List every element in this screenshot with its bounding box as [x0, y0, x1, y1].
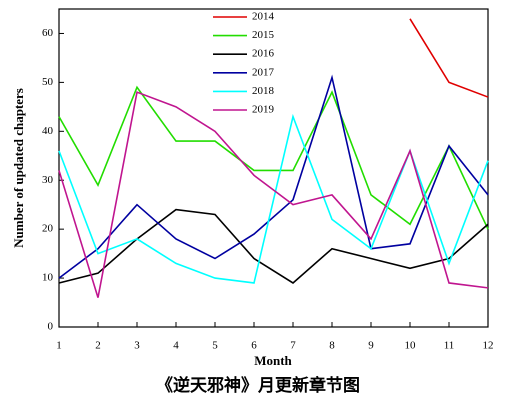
- series-line: [409, 18, 489, 98]
- x-tick-label: 2: [95, 340, 101, 352]
- x-tick-label: 7: [290, 340, 296, 352]
- x-tick-label: 5: [212, 340, 218, 352]
- y-tick-label: 20: [42, 223, 54, 235]
- legend-label: 2017: [252, 66, 275, 78]
- x-tick-label: 10: [405, 340, 417, 352]
- legend-label: 2019: [252, 104, 275, 116]
- x-tick-label: 1: [56, 340, 62, 352]
- plot-frame: [58, 8, 489, 328]
- legend-label: 2015: [252, 29, 275, 41]
- x-tick-label: 3: [134, 340, 140, 352]
- x-tick-label: 6: [251, 340, 257, 352]
- x-tick-label: 11: [444, 340, 455, 352]
- legend-label: 2014: [252, 11, 275, 23]
- series-line: [58, 85, 489, 230]
- legend-label: 2016: [252, 48, 275, 60]
- y-tick-label: 60: [42, 27, 54, 39]
- chart-title: 《逆天邪神》月更新章节图: [156, 375, 360, 395]
- series-line: [58, 208, 489, 284]
- y-tick-label: 0: [48, 321, 54, 333]
- x-tick-label: 12: [483, 340, 494, 352]
- series-line: [58, 74, 489, 279]
- x-tick-label: 9: [368, 340, 374, 352]
- series-line: [58, 91, 489, 298]
- x-tick-label: 4: [173, 340, 179, 352]
- x-axis-label: Month: [254, 353, 292, 368]
- y-axis-label: Number of updated chapters: [11, 88, 26, 248]
- legend-label: 2018: [252, 85, 275, 97]
- y-tick-label: 40: [42, 125, 54, 137]
- y-tick-label: 50: [42, 76, 54, 88]
- y-tick-label: 10: [42, 272, 54, 284]
- series-line: [58, 113, 489, 284]
- x-tick-label: 8: [329, 340, 335, 352]
- y-tick-label: 30: [42, 174, 54, 186]
